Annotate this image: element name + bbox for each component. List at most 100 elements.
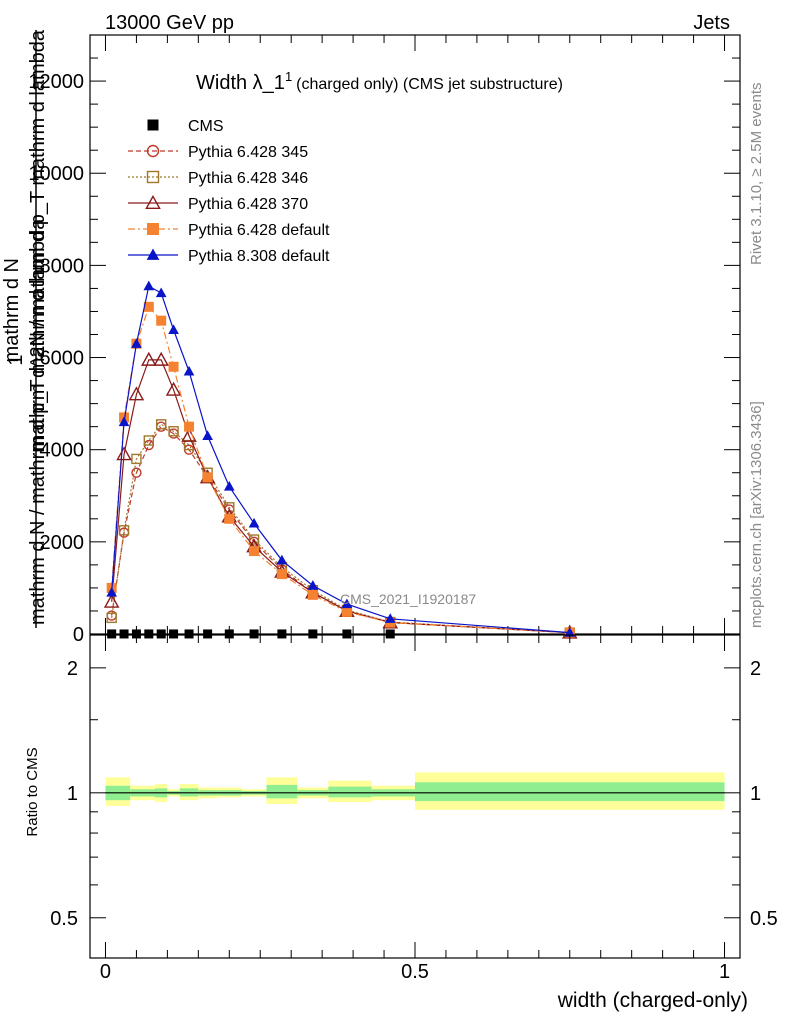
data-point	[308, 629, 318, 639]
data-point	[146, 248, 160, 260]
legend-entry: Pythia 6.428 345	[128, 144, 308, 161]
legend-label: Pythia 8.308 default	[188, 248, 330, 265]
mcplots-label: mcplots.cern.ch [arXiv:1306.3436]	[748, 401, 765, 628]
uncertainty-band-inner	[266, 784, 298, 799]
legend-label: Pythia 6.428 346	[188, 170, 308, 187]
legend: CMS Pythia 6.428 345 Pythia 6.428 346 Pythi…	[128, 118, 330, 265]
data-point	[277, 629, 287, 639]
chart-title-main: Width λ_1	[196, 72, 285, 94]
data-point	[143, 301, 154, 312]
ratio-y-tick-label: 1	[67, 783, 78, 805]
data-point	[141, 351, 157, 366]
data-point	[307, 589, 318, 600]
data-point	[249, 629, 259, 639]
chart-title-sub: (charged only) (CMS jet substructure)	[296, 76, 563, 93]
data-point	[145, 194, 161, 209]
ylabel-top: 1	[5, 354, 27, 365]
legend-label: CMS	[188, 118, 224, 135]
x-axis-label: width (charged-only)	[557, 989, 748, 1012]
data-point	[146, 170, 160, 184]
data-point	[342, 629, 352, 639]
ratio-axes: 0.5 0.5 1 1 2 2 0 0.5 1	[50, 635, 778, 983]
watermark: CMS_2021_I1920187	[340, 591, 476, 607]
data-point	[307, 580, 319, 590]
legend-label: Pythia 6.428 370	[188, 196, 308, 213]
x-tick-label: 1	[719, 961, 730, 983]
data-point	[103, 593, 120, 608]
data-point	[156, 629, 166, 639]
series-5	[106, 280, 576, 637]
chart-title-sup: 1	[285, 69, 292, 84]
data-point	[184, 421, 195, 432]
data-point	[168, 426, 179, 437]
header-right: Jets	[693, 12, 730, 34]
data-point	[341, 606, 352, 617]
data-point	[276, 554, 288, 565]
y-tick-label: 0	[73, 624, 84, 646]
ylabel-inner: mathrm d^2N / mathrm d p_T mathrm d lamb…	[27, 29, 49, 451]
y-tick-label: 4000	[40, 440, 85, 462]
y-tick-label: 10000	[28, 163, 84, 185]
ratio-y-tick-label-right: 0.5	[750, 908, 778, 930]
data-point	[118, 525, 130, 536]
legend-entry: CMS	[147, 118, 224, 135]
data-point	[146, 144, 160, 158]
data-point	[147, 223, 159, 235]
data-point	[203, 629, 213, 639]
x-tick-label: 0.5	[401, 961, 429, 983]
legend-label: Pythia 6.428 default	[188, 222, 330, 239]
ratio-y-tick-label: 0.5	[50, 908, 78, 930]
data-point	[131, 338, 142, 348]
series-line	[111, 423, 570, 634]
data-point	[143, 435, 155, 446]
y-tick-label: 2000	[40, 532, 85, 554]
data-point	[118, 416, 130, 427]
series-0	[107, 629, 575, 639]
data-point	[116, 446, 132, 461]
data-point	[249, 546, 260, 557]
header-left: 13000 GeV pp	[105, 12, 234, 34]
data-point	[165, 381, 182, 396]
ylabel-outer: mathrm d N / mathrm d p_T mathrm d lambd…	[27, 218, 49, 625]
data-point	[341, 598, 353, 609]
data-point	[155, 287, 167, 298]
data-point	[276, 569, 287, 580]
data-point	[119, 629, 129, 639]
y-tick-label: 6000	[40, 348, 85, 370]
chart-title: Width λ_11 (charged only) (CMS jet substr…	[196, 69, 563, 94]
data-point	[144, 629, 154, 639]
x-tick-label: 0	[100, 961, 111, 983]
ratio-bands	[105, 772, 725, 810]
data-point	[183, 365, 195, 376]
ratio-y-tick-label-right: 2	[750, 658, 761, 680]
data-point	[248, 534, 260, 545]
data-point	[128, 386, 145, 401]
legend-entry: Pythia 6.428 370	[128, 194, 308, 213]
data-point	[131, 467, 142, 478]
data-point	[131, 453, 142, 465]
data-point	[147, 119, 159, 131]
ratio-ylabel: Ratio to CMS	[24, 747, 41, 836]
series-line	[111, 305, 570, 634]
legend-entry: Pythia 6.428 346	[128, 170, 308, 187]
uncertainty-band-inner	[328, 786, 372, 798]
data-point	[169, 629, 179, 639]
y-tick-label: 12000	[28, 71, 84, 93]
data-point	[202, 430, 213, 440]
data-point	[168, 324, 179, 334]
data-point	[248, 517, 260, 528]
data-point	[224, 513, 235, 524]
y-tick-label: 8000	[40, 255, 85, 277]
legend-entry: Pythia 6.428 default	[128, 222, 330, 239]
rivet-label: Rivet 3.1.10, ≥ 2.5M events	[748, 83, 765, 266]
data-point	[385, 629, 395, 639]
ratio-y-tick-label-right: 1	[750, 783, 761, 805]
legend-entry: Pythia 8.308 default	[128, 248, 330, 265]
data-point	[223, 481, 235, 491]
data-point	[106, 612, 117, 624]
legend-label: Pythia 6.428 345	[188, 144, 308, 161]
ylabel-a: mathrm d N	[1, 258, 23, 362]
data-point	[107, 629, 117, 639]
main-series	[103, 280, 578, 639]
